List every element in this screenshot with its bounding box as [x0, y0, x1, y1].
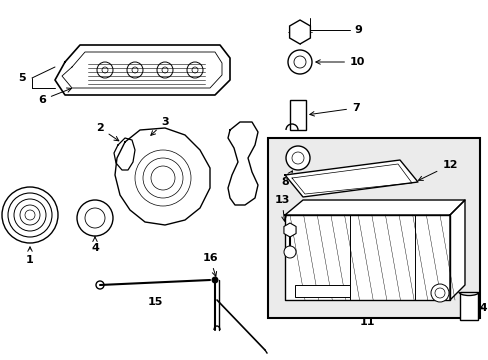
- Polygon shape: [285, 215, 449, 300]
- Text: 3: 3: [150, 117, 168, 135]
- Polygon shape: [284, 223, 295, 237]
- Text: 6: 6: [38, 88, 71, 105]
- Text: 7: 7: [309, 103, 359, 116]
- Text: 15: 15: [147, 297, 163, 307]
- Text: 1: 1: [26, 247, 34, 265]
- Bar: [267, 138, 479, 318]
- Bar: [459, 292, 477, 320]
- Text: 16: 16: [202, 253, 217, 276]
- Circle shape: [430, 284, 448, 302]
- Circle shape: [77, 200, 113, 236]
- Polygon shape: [115, 128, 209, 225]
- Text: 9: 9: [353, 25, 361, 35]
- Text: 11: 11: [359, 317, 374, 327]
- Text: 12: 12: [418, 160, 457, 180]
- Polygon shape: [55, 45, 229, 95]
- Polygon shape: [227, 122, 258, 205]
- Text: 5: 5: [18, 73, 26, 83]
- Bar: [294, 285, 349, 297]
- Bar: [289, 100, 305, 130]
- Polygon shape: [289, 20, 310, 44]
- Circle shape: [284, 246, 295, 258]
- Text: 8: 8: [281, 171, 292, 187]
- Text: 2: 2: [96, 123, 119, 141]
- Polygon shape: [285, 160, 417, 197]
- Text: 14: 14: [471, 303, 487, 313]
- Text: 13: 13: [274, 195, 289, 221]
- Circle shape: [287, 50, 311, 74]
- Polygon shape: [285, 200, 464, 215]
- Polygon shape: [114, 138, 135, 170]
- Circle shape: [285, 146, 309, 170]
- Circle shape: [212, 277, 218, 283]
- Text: 4: 4: [91, 237, 99, 253]
- Polygon shape: [449, 200, 464, 300]
- Text: 10: 10: [315, 57, 365, 67]
